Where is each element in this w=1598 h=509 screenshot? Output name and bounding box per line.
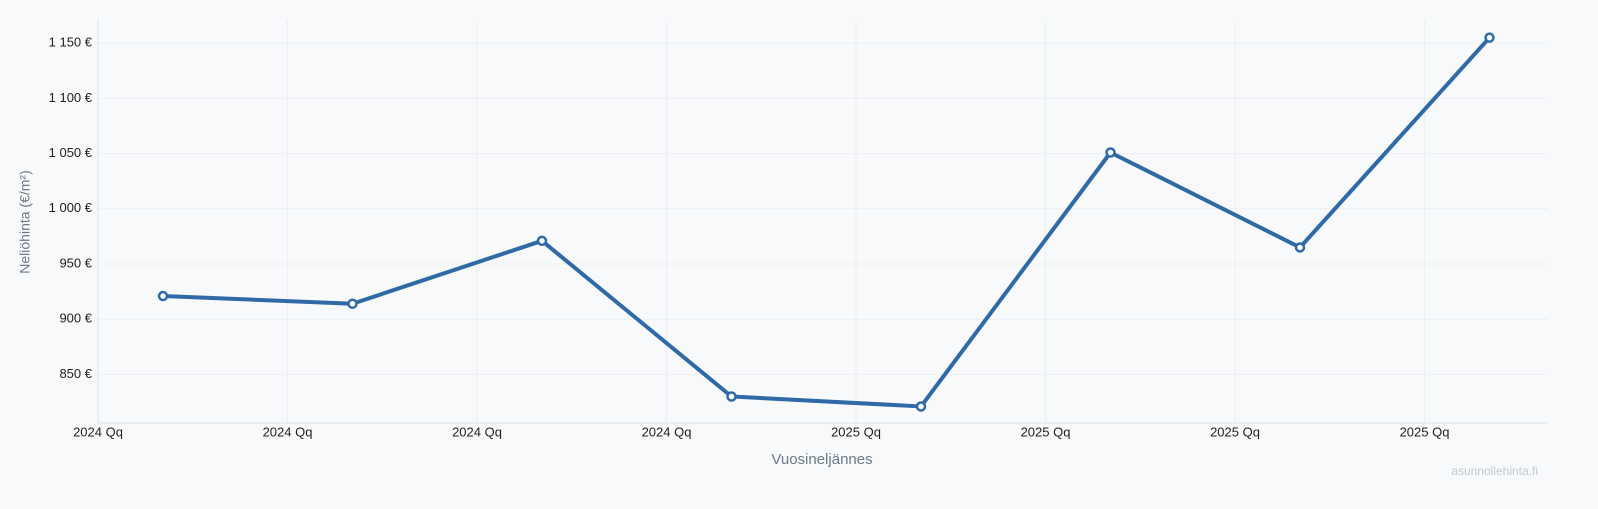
point bbox=[536, 235, 548, 247]
y-tick-label: 900 € bbox=[59, 311, 92, 326]
watermark: asunnollehinta.fi bbox=[1451, 464, 1538, 478]
point bbox=[915, 401, 927, 412]
y-axis-title: Neliöhinta (€/m²) bbox=[17, 170, 33, 273]
line bbox=[162, 36, 1491, 409]
point bbox=[1105, 147, 1116, 158]
x-axis-title: Vuosineljännes bbox=[771, 451, 872, 468]
x-tick-label: 2025 Qq bbox=[1021, 424, 1071, 439]
x-tick-label: 2024 Qq bbox=[452, 424, 502, 439]
point bbox=[1294, 242, 1306, 253]
x-tick-label: 2025 Qq bbox=[831, 424, 881, 439]
y-tick-label: 1 050 € bbox=[49, 145, 93, 160]
point bbox=[157, 290, 169, 302]
y-tick-label: 1 000 € bbox=[49, 200, 93, 215]
x-tick-label: 2024 Qq bbox=[263, 424, 313, 439]
y-tick-label: 950 € bbox=[59, 255, 92, 270]
y-tick-label: 1 150 € bbox=[49, 35, 93, 50]
point bbox=[347, 298, 358, 310]
point bbox=[1484, 32, 1495, 43]
y-tick-label: 850 € bbox=[59, 366, 92, 381]
x-tick-label: 2024 Qq bbox=[642, 424, 692, 439]
x-tick-label: 2024 Qq bbox=[73, 424, 123, 439]
point bbox=[726, 391, 737, 402]
y-tick-label: 1 100 € bbox=[49, 90, 93, 105]
x-tick-label: 2025 Qq bbox=[1210, 424, 1260, 439]
x-tick-label: 2025 Qq bbox=[1400, 424, 1450, 439]
